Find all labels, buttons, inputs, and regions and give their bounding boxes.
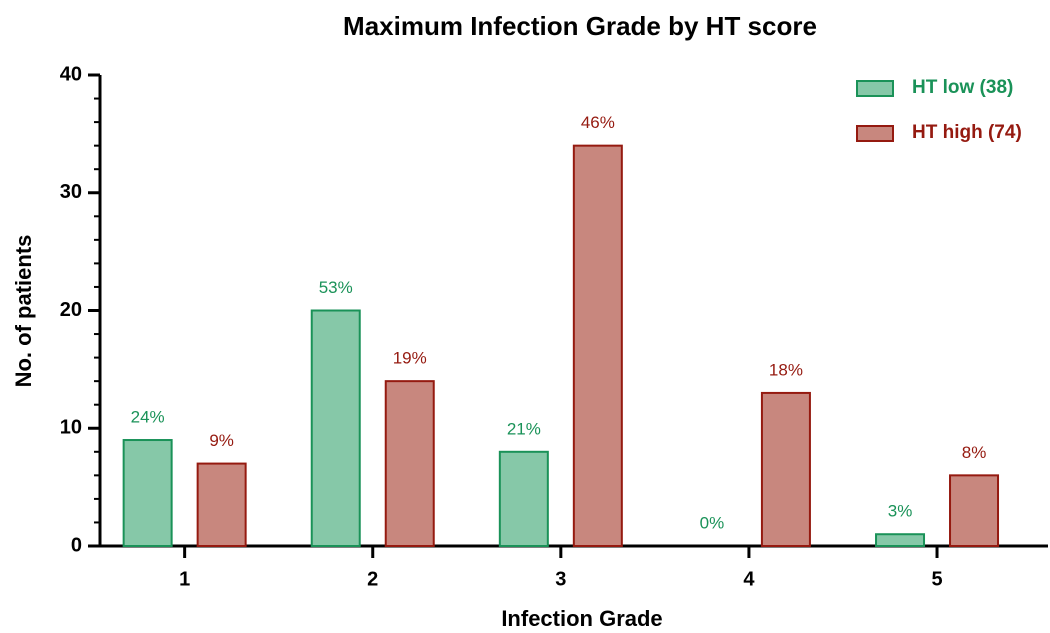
value-label: 53% [319, 278, 353, 297]
value-label: 19% [393, 349, 427, 368]
y-tick-label: 40 [60, 63, 82, 85]
x-tick-label: 4 [743, 568, 755, 590]
x-tick-label: 2 [367, 568, 378, 590]
legend-swatch [856, 80, 894, 97]
legend-label: HT low (38) [912, 77, 1013, 98]
bar [310, 309, 361, 547]
x-axis-label: Infection Grade [501, 606, 662, 631]
bar [949, 474, 1000, 548]
bar [122, 439, 173, 547]
x-tick-label: 3 [555, 568, 566, 590]
y-tick-label: 10 [60, 417, 82, 439]
bar [384, 380, 435, 547]
x-tick-label: 5 [931, 568, 942, 590]
bar [875, 533, 926, 547]
value-label: 18% [769, 360, 803, 379]
legend-label: HT high (74) [912, 122, 1022, 143]
value-label: 21% [507, 419, 541, 438]
value-label: 46% [581, 113, 615, 132]
value-label: 9% [209, 431, 234, 450]
y-tick-label: 30 [60, 181, 82, 203]
bar [196, 462, 247, 548]
bar [572, 144, 623, 547]
y-tick-label: 20 [60, 299, 82, 321]
y-axis-label: No. of patients [11, 235, 36, 388]
value-label: 8% [962, 443, 987, 462]
value-label: 0% [700, 513, 725, 532]
bar [498, 450, 549, 547]
legend-swatch [856, 125, 894, 142]
value-label: 24% [131, 408, 165, 427]
value-label: 3% [888, 502, 913, 521]
x-tick-label: 1 [179, 568, 190, 590]
bar [760, 391, 811, 547]
y-tick-label: 0 [71, 534, 82, 556]
chart-title: Maximum Infection Grade by HT score [343, 11, 817, 41]
